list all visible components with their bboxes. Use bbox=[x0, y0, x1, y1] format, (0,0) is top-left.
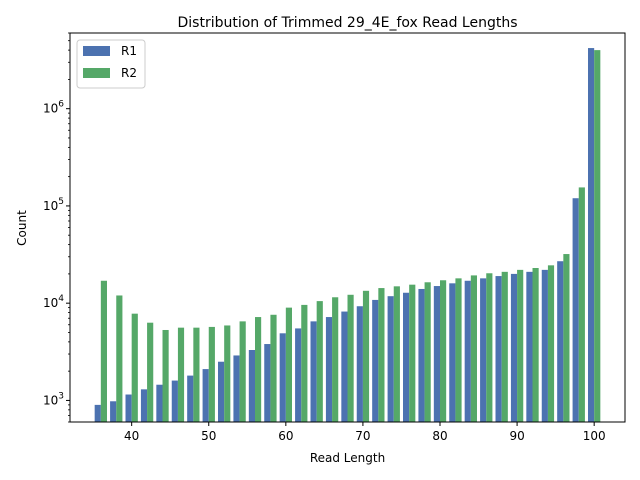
bar-r2-36 bbox=[100, 280, 107, 422]
bar-r1-50 bbox=[202, 369, 209, 422]
x-tick-label: 100 bbox=[583, 429, 606, 443]
bar-r2-62 bbox=[301, 304, 308, 422]
x-tick-label: 80 bbox=[432, 429, 447, 443]
bar-r2-86 bbox=[486, 273, 493, 422]
bar-r2-38 bbox=[116, 295, 123, 422]
bar-r2-82 bbox=[455, 278, 462, 422]
bar-r1-74 bbox=[387, 296, 394, 422]
bar-r1-76 bbox=[403, 292, 410, 422]
y-tick-label: 104 bbox=[43, 294, 64, 310]
bar-r1-92 bbox=[526, 271, 533, 422]
x-tick-label: 70 bbox=[355, 429, 370, 443]
bar-r1-64 bbox=[310, 321, 317, 422]
bar-r2-74 bbox=[393, 286, 400, 422]
bar-r1-90 bbox=[510, 273, 518, 422]
bar-r2-46 bbox=[177, 327, 185, 422]
bar-r2-80 bbox=[440, 280, 447, 422]
chart-title: Distribution of Trimmed 29_4E_fox Read L… bbox=[177, 15, 517, 31]
legend-label-r2: R2 bbox=[121, 66, 137, 80]
bar-r1-62 bbox=[295, 328, 302, 422]
bar-r2-50 bbox=[208, 326, 215, 422]
bar-r2-48 bbox=[193, 327, 200, 422]
bar-r1-38 bbox=[110, 401, 117, 422]
legend-swatch-r1 bbox=[83, 46, 110, 56]
plot-frame bbox=[69, 32, 626, 423]
legend-label-r1: R1 bbox=[121, 44, 137, 58]
bar-r2-44 bbox=[162, 329, 169, 422]
x-axis-label: Read Length bbox=[310, 451, 385, 465]
bar-r1-58 bbox=[264, 344, 271, 422]
x-tick-label: 40 bbox=[124, 429, 139, 443]
bar-r1-60 bbox=[279, 333, 286, 422]
y-tick-label: 103 bbox=[43, 391, 64, 407]
bar-r2-52 bbox=[224, 325, 231, 422]
bar-r2-88 bbox=[501, 271, 508, 422]
x-axis: 40 50 60 70 80 90 100 bbox=[124, 422, 606, 443]
bar-r1-40 bbox=[125, 394, 132, 422]
y-axis-label: Count bbox=[15, 210, 29, 246]
bar-r1-54 bbox=[233, 355, 240, 422]
bar-r1-96 bbox=[557, 261, 564, 422]
bar-r1-44 bbox=[156, 384, 163, 422]
bar-r1-48 bbox=[187, 375, 194, 422]
bar-r2-40 bbox=[131, 313, 138, 422]
bar-r1-94 bbox=[541, 269, 548, 422]
bar-r1-88 bbox=[495, 276, 502, 422]
bar-r1-82 bbox=[449, 283, 456, 422]
bars-group bbox=[94, 48, 601, 423]
bar-r2-92 bbox=[532, 268, 539, 422]
bar-r1-46 bbox=[171, 380, 178, 422]
x-tick-label: 60 bbox=[278, 429, 293, 443]
bar-r2-68 bbox=[347, 294, 354, 422]
bar-r1-42 bbox=[140, 389, 148, 422]
bar-r2-54 bbox=[239, 321, 246, 422]
bar-r2-66 bbox=[332, 297, 339, 422]
x-tick-label: 90 bbox=[509, 429, 524, 443]
bar-r1-36 bbox=[94, 404, 101, 422]
bar-r1-68 bbox=[341, 311, 348, 422]
legend-swatch-r2 bbox=[83, 68, 110, 78]
bar-r2-64 bbox=[316, 301, 323, 422]
bar-r2-96 bbox=[563, 254, 570, 422]
bar-r2-98 bbox=[578, 187, 585, 422]
bar-r1-78 bbox=[418, 288, 425, 422]
bar-r1-66 bbox=[325, 317, 333, 422]
legend: R1 R2 bbox=[76, 39, 146, 89]
y-axis: 103 104 105 106 bbox=[43, 32, 70, 423]
y-tick-label: 105 bbox=[43, 197, 64, 213]
bar-r1-80 bbox=[433, 286, 440, 422]
bar-r1-84 bbox=[464, 280, 471, 422]
bar-r2-70 bbox=[362, 290, 370, 422]
bar-r2-84 bbox=[470, 275, 477, 422]
y-tick-label: 106 bbox=[43, 100, 64, 116]
bar-r2-90 bbox=[517, 269, 524, 422]
bar-r2-100 bbox=[594, 50, 601, 423]
bar-r2-42 bbox=[147, 322, 154, 422]
bar-r2-72 bbox=[378, 288, 385, 422]
x-tick-label: 50 bbox=[201, 429, 216, 443]
bar-r2-94 bbox=[547, 265, 555, 422]
bar-r2-76 bbox=[409, 284, 416, 422]
bar-r1-52 bbox=[218, 361, 225, 422]
bar-r1-70 bbox=[356, 306, 363, 422]
bar-r1-86 bbox=[480, 278, 487, 422]
bar-r1-100 bbox=[588, 48, 595, 423]
bar-r2-58 bbox=[270, 314, 277, 422]
bar-r1-72 bbox=[372, 299, 379, 422]
bar-r2-56 bbox=[255, 317, 262, 422]
bar-r2-60 bbox=[285, 307, 292, 422]
bar-r1-56 bbox=[248, 350, 255, 422]
bar-r2-78 bbox=[424, 282, 431, 422]
bar-r1-98 bbox=[572, 198, 579, 422]
